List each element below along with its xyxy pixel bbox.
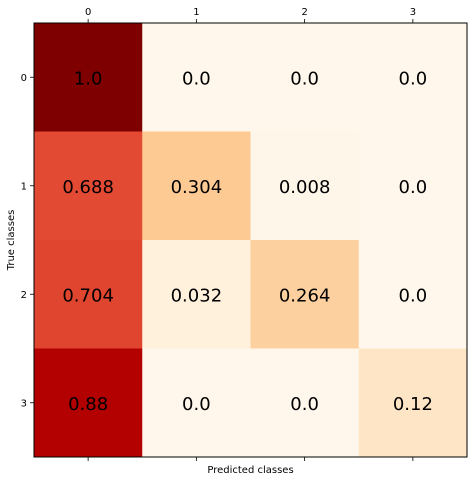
- cell-value-r1-c2: 0.008: [279, 177, 331, 198]
- heatmap-cell-r1-c3: [358, 131, 468, 241]
- heatmap-cell-r2-c1: [142, 240, 251, 349]
- x-tick-label-1: 1: [193, 7, 199, 18]
- heatmap-cell-r3-c0: [34, 348, 143, 458]
- cell-value-r2-c2: 0.264: [279, 285, 331, 306]
- y-tick-label-1: 1: [21, 181, 27, 192]
- heatmap-cells: [34, 23, 468, 458]
- heatmap-cell-r3-c1: [142, 348, 251, 458]
- y-tick-label-2: 2: [21, 290, 27, 301]
- heatmap-cell-r0-c3: [358, 23, 468, 132]
- heatmap-cell-r3-c2: [250, 348, 360, 458]
- heatmap-cell-r3-c3: [358, 348, 468, 458]
- y-tick-label-0: 0: [21, 73, 27, 84]
- x-tick-label-3: 3: [410, 7, 416, 18]
- heatmap-cell-r2-c3: [358, 240, 468, 349]
- cell-value-r0-c3: 0.0: [399, 68, 428, 89]
- cell-value-r3-c0: 0.88: [68, 394, 108, 415]
- heatmap-cell-r1-c2: [250, 131, 360, 241]
- plot-frame: [33, 22, 468, 458]
- heatmap-cell-r0-c2: [250, 23, 360, 132]
- heatmap-cell-r0-c0: [34, 23, 143, 132]
- axis-ticks: 0 1 2 3 0 1 2 3: [21, 7, 416, 461]
- heatmap-cell-labels: 1.0 0.0 0.0 0.0 0.688 0.304 0.008 0.0 0.704 0.032…: [62, 68, 433, 415]
- x-axis-label: Predicted classes: [207, 465, 293, 476]
- x-tick-label-2: 2: [301, 7, 307, 18]
- cell-value-r3-c1: 0.0: [182, 394, 211, 415]
- y-axis-label: True classes: [6, 210, 17, 272]
- heatmap-cell-r2-c2: [250, 240, 360, 349]
- cell-value-r1-c0: 0.688: [62, 177, 114, 198]
- cell-value-r1-c3: 0.0: [399, 177, 428, 198]
- cell-value-r0-c0: 1.0: [74, 68, 103, 89]
- cell-value-r2-c3: 0.0: [399, 285, 428, 306]
- cell-value-r3-c2: 0.0: [290, 394, 319, 415]
- heatmap-cell-r0-c1: [142, 23, 251, 132]
- cell-value-r1-c1: 0.304: [171, 177, 223, 198]
- cell-value-r2-c1: 0.032: [171, 285, 223, 306]
- heatmap-cell-r2-c0: [34, 240, 143, 349]
- heatmap-cell-r1-c0: [34, 131, 143, 241]
- cell-value-r0-c2: 0.0: [290, 68, 319, 89]
- x-tick-label-0: 0: [85, 7, 91, 18]
- cell-value-r0-c1: 0.0: [182, 68, 211, 89]
- cell-value-r3-c3: 0.12: [393, 394, 433, 415]
- heatmap-cell-r1-c1: [142, 131, 251, 241]
- y-tick-label-3: 3: [21, 398, 27, 409]
- cell-value-r2-c0: 0.704: [62, 285, 114, 306]
